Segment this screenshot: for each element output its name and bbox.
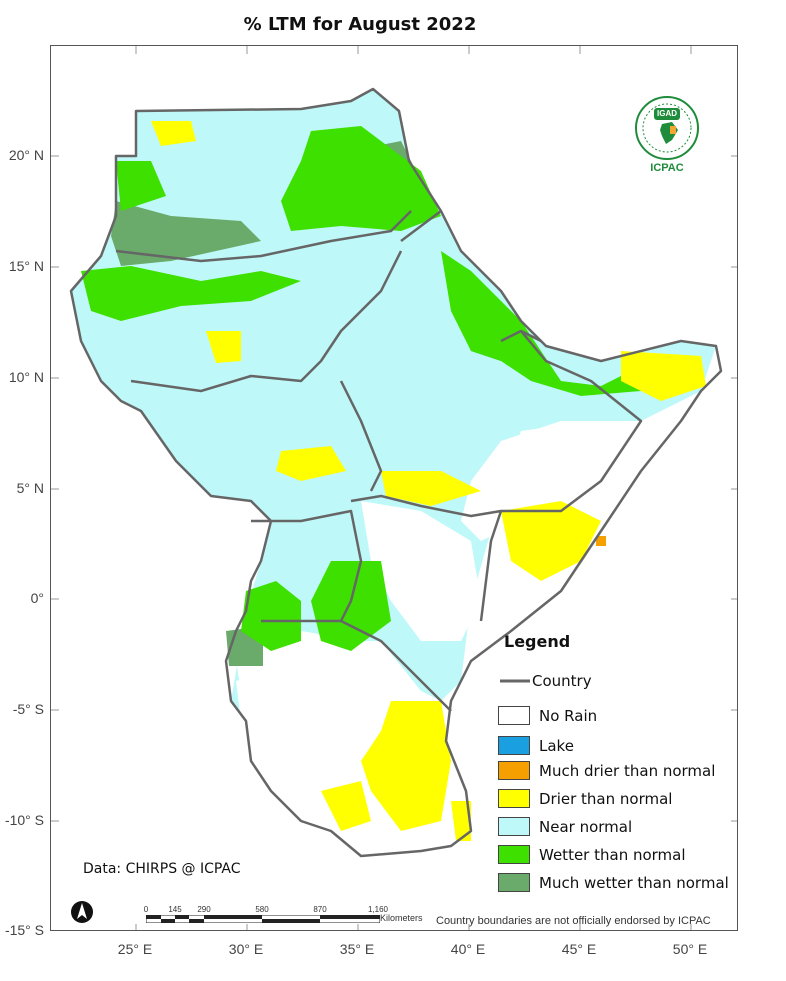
north-arrow-icon [71,901,93,923]
legend-item-wetter: Wetter than normal [498,845,686,864]
scale-bar [146,915,380,923]
country-line-icon [500,679,530,683]
lat-label-5s: -5° S [12,701,44,717]
scale-tick: 0 [143,905,149,914]
legend-item-no-rain: No Rain [498,706,597,725]
scale-tick: 290 [197,905,211,914]
map-frame [50,45,738,931]
lon-label-40e: 40° E [450,941,486,957]
legend-label: Much drier than normal [539,761,716,780]
scale-tick: 870 [313,905,327,914]
border-sudan-southsudan [130,250,403,393]
swatch-lake [498,736,530,755]
border-kenya [350,494,503,622]
map-canvas [51,46,737,930]
country-borders [69,87,723,858]
border-drc [251,509,363,622]
swatch-much-drier [498,761,530,780]
lon-label-45e: 45° E [561,941,597,957]
border-southsudan-ethiopia [339,380,383,492]
legend-item-much-wetter: Much wetter than normal [498,873,729,892]
region-outline [69,87,723,858]
icpac-logo: IGAD ICPAC [632,94,702,176]
scale-tick: 580 [255,905,269,914]
swatch-much-wetter [498,873,530,892]
lon-label-50e: 50° E [672,941,708,957]
lat-label-5n: 5° N [16,480,44,496]
legend: Legend Country No Rain Lake Much drier t… [498,632,743,892]
legend-label: Wetter than normal [539,845,686,864]
border-sudan-chad [115,210,412,263]
legend-label: Drier than normal [539,789,673,808]
swatch-wetter [498,845,530,864]
logo-badge-text: IGAD [657,109,677,118]
lat-label-15n: 15° N [8,258,44,274]
no-rain-region-kenya [361,501,481,641]
border-ethiopia-somalia [501,330,643,513]
igad-laurel-africa-icon [635,96,699,160]
legend-label: Much wetter than normal [539,873,729,892]
legend-item-much-drier: Much drier than normal [498,761,715,780]
lat-label-0: 0° [30,590,44,606]
lat-label-10n: 10° N [8,369,44,385]
legend-label: Near normal [539,817,633,836]
data-credit: Data: CHIRPS @ ICPAC [83,861,241,877]
legend-title: Legend [504,632,571,651]
lat-label-20n: 20° N [8,147,44,163]
scale-tick: 145 [168,905,182,914]
lon-label-35e: 35° E [339,941,375,957]
lon-label-25e: 25° E [117,941,153,957]
map-title: % LTM for August 2022 [243,14,477,35]
legend-item-lake: Lake [498,736,574,755]
lon-label-30e: 30° E [228,941,264,957]
much-drier-patch [596,536,606,546]
wetter-patches [81,126,641,651]
border-uganda-tanzania [261,619,452,712]
swatch-drier [498,789,530,808]
legend-item-country: Country [498,672,592,690]
border-djibouti [500,329,542,343]
legend-item-drier: Drier than normal [498,789,672,808]
graticule-ticks [51,46,737,930]
disclaimer: Country boundaries are not officially en… [436,915,711,927]
lat-label-15s: -15° S [4,922,44,938]
scale-tick: 1,160 [367,905,389,914]
legend-label: No Rain [539,706,598,725]
legend-label: Lake [539,736,574,755]
lat-label-10s: -10° S [4,812,44,828]
swatch-no-rain [498,706,530,725]
scale-units: Kilometers [380,913,423,923]
legend-label: Country [532,672,592,690]
logo-caption: ICPAC [650,162,684,174]
legend-item-near-normal: Near normal [498,817,632,836]
swatch-near-normal [498,817,530,836]
border-ethiopia-eritrea [400,210,442,242]
drier-patches [151,121,706,841]
